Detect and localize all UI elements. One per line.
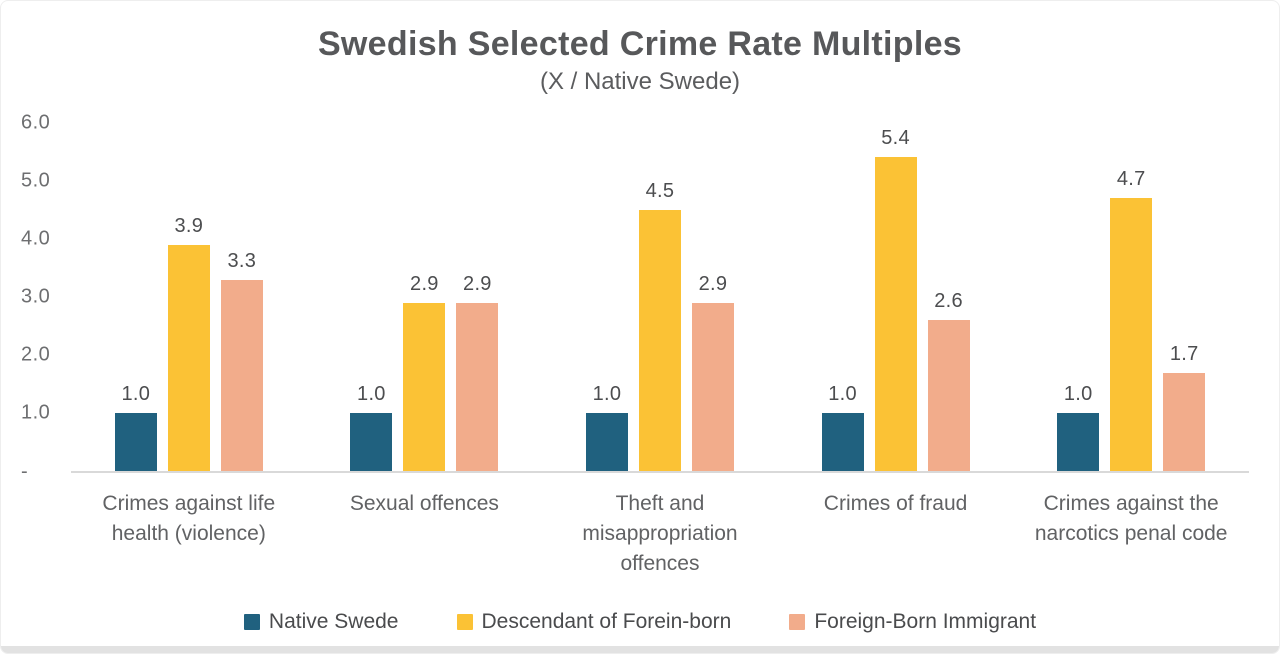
- bar-foreign-born-immigrant: [927, 320, 970, 472]
- x-axis-line: [71, 470, 1249, 473]
- bar-foreign-born-immigrant: [456, 302, 499, 472]
- bar-descendant-of-forein-born: [1110, 198, 1153, 472]
- category-label: Crimes against the narcotics penal code: [1034, 491, 1228, 545]
- bar-cell: 4.5: [638, 179, 681, 472]
- category-label: Sexual offences: [349, 491, 499, 515]
- card-bottom-edge: [1, 646, 1279, 653]
- value-label: 4.5: [645, 179, 675, 202]
- bar-cell: 1.0: [1057, 383, 1100, 472]
- bar-cell: 1.0: [585, 383, 628, 472]
- bar-cell: 3.9: [167, 214, 210, 472]
- value-label: 3.3: [227, 249, 257, 272]
- legend-label: Native Swede: [268, 610, 399, 633]
- y-tick-label: 3.0: [21, 285, 51, 308]
- bar-descendant-of-forein-born: [167, 244, 210, 472]
- legend-item-native-swede: Native Swede: [243, 610, 399, 634]
- bar-cell: 2.6: [927, 290, 970, 472]
- bar-descendant-of-forein-born: [874, 157, 917, 472]
- y-axis: 6.0 5.0 4.0 3.0 2.0 1.0 -: [21, 111, 67, 482]
- y-tick-label: 6.0: [21, 111, 51, 133]
- y-tick-label: 4.0: [21, 227, 51, 250]
- chart-area: 6.0 5.0 4.0 3.0 2.0 1.0- 1.0 3.9 3.3 1.0 2.9 2.9 1.…: [1, 111, 1279, 482]
- bar-native-swede: [1057, 413, 1100, 472]
- bar-native-swede: [821, 413, 864, 472]
- y-tick-label: 1.0: [21, 401, 51, 424]
- legend: Native Swede Descendant of Forein-born For…: [1, 610, 1279, 634]
- bar-cell: 1.0: [114, 383, 157, 472]
- bar-group-crimes-of-fraud: 1.0 5.4 2.6: [778, 123, 1014, 472]
- value-label: 1.0: [592, 383, 622, 406]
- bar-cell: 2.9: [403, 272, 446, 472]
- bar-cell: 2.9: [691, 272, 734, 472]
- value-label: 5.4: [881, 127, 910, 150]
- legend-label: Foreign-Born Immigrant: [814, 610, 1037, 633]
- value-label: 1.0: [121, 383, 151, 406]
- bar-descendant-of-forein-born: [403, 302, 446, 472]
- bar-cell: 2.9: [456, 272, 499, 472]
- legend-item-foreign-born-immigrant: Foreign-Born Immigrant: [789, 610, 1036, 634]
- bar-cell: 4.7: [1110, 168, 1153, 472]
- bar-cell: 5.4: [874, 127, 917, 472]
- bar-cell: 1.0: [821, 383, 864, 472]
- y-tick-label: 2.0: [21, 343, 51, 366]
- chart-title: Swedish Selected Crime Rate Multiples: [317, 25, 963, 63]
- bar-group-crimes-against-life-health-violence: 1.0 3.9 3.3: [71, 123, 307, 472]
- value-label: 1.7: [1169, 342, 1199, 365]
- value-label: 1.0: [828, 383, 857, 406]
- bar-cell: 3.3: [220, 249, 263, 472]
- bar-group-theft-and-misappropriation-offences: 1.0 4.5 2.9: [542, 123, 778, 472]
- bar-foreign-born-immigrant: [220, 279, 263, 472]
- y-tick-label: 5.0: [21, 169, 51, 192]
- bar-native-swede: [350, 413, 393, 472]
- bar-foreign-born-immigrant: [691, 302, 734, 472]
- legend-swatch: [789, 614, 806, 630]
- legend-swatch: [456, 614, 473, 630]
- plot-area: 1.0 3.9 3.3 1.0 2.9 2.9 1.0 4.5 2.9 1.0 5.4 2.6 1.0 4…: [71, 123, 1249, 473]
- chart-subtitle: (X / Native Swede): [539, 67, 741, 95]
- value-label: 2.6: [934, 290, 963, 313]
- value-label: 2.9: [410, 272, 439, 295]
- bar-foreign-born-immigrant: [1163, 372, 1206, 472]
- bar-group-sexual-offences: 1.0 2.9 2.9: [307, 123, 543, 472]
- value-label: 2.9: [463, 272, 492, 295]
- bar-cell: 1.7: [1163, 342, 1206, 472]
- value-label: 1.0: [1063, 383, 1093, 406]
- legend-swatch: [243, 614, 260, 630]
- category-axis: Crimes against life health (violence) Sex…: [71, 489, 1249, 579]
- value-label: 4.7: [1116, 168, 1146, 191]
- value-label: 3.9: [174, 214, 204, 237]
- bar-native-swede: [114, 413, 157, 472]
- value-label: 1.0: [357, 383, 386, 406]
- bar-group-crimes-against-the-narcotics-penal-code: 1.0 4.7 1.7: [1013, 123, 1249, 472]
- value-label: 2.9: [698, 272, 728, 295]
- bar-native-swede: [585, 413, 628, 472]
- legend-item-descendant-of-forein-born: Descendant of Forein-born: [456, 610, 732, 634]
- y-tick-label: -: [21, 460, 29, 482]
- category-label: Crimes of fraud: [823, 491, 968, 515]
- category-label: Crimes against life health (violence): [102, 491, 276, 545]
- bar-cell: 1.0: [350, 383, 393, 472]
- legend-label: Descendant of Forein-born: [481, 610, 732, 633]
- bar-descendant-of-forein-born: [638, 209, 681, 472]
- category-label: Theft and misappropriation offences: [582, 491, 738, 575]
